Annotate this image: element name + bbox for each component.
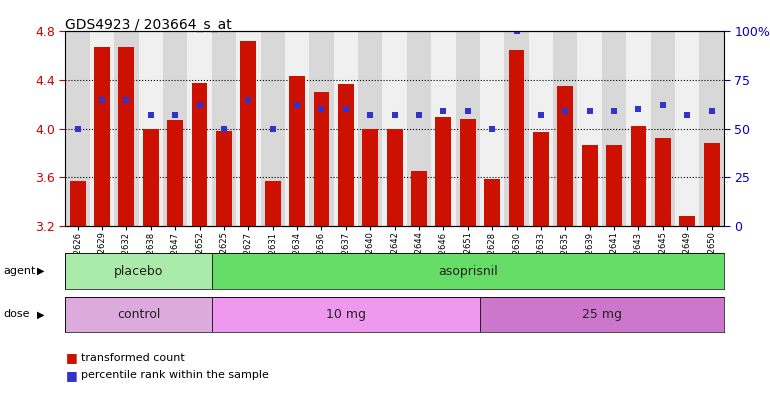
Text: ▶: ▶: [37, 266, 45, 276]
Bar: [313, 92, 330, 226]
Text: dose: dose: [4, 309, 30, 320]
Bar: [285, 31, 310, 226]
Bar: [192, 83, 207, 226]
Bar: [212, 31, 236, 226]
Bar: [626, 31, 651, 226]
Bar: [484, 178, 500, 226]
Bar: [480, 297, 724, 332]
Bar: [675, 31, 699, 226]
Bar: [509, 50, 524, 226]
Bar: [699, 31, 724, 226]
Bar: [265, 181, 280, 226]
Text: ■: ■: [65, 369, 77, 382]
Bar: [651, 31, 675, 226]
Bar: [533, 132, 549, 226]
Bar: [240, 41, 256, 226]
Bar: [387, 129, 403, 226]
Text: 25 mg: 25 mg: [582, 308, 622, 321]
Bar: [65, 31, 90, 226]
Bar: [212, 253, 724, 289]
Bar: [236, 31, 260, 226]
Bar: [407, 31, 431, 226]
Text: transformed count: transformed count: [81, 353, 185, 363]
Bar: [602, 31, 626, 226]
Bar: [578, 31, 602, 226]
Bar: [679, 216, 695, 226]
Bar: [70, 181, 85, 226]
Bar: [163, 31, 187, 226]
Text: 10 mg: 10 mg: [326, 308, 366, 321]
Text: percentile rank within the sample: percentile rank within the sample: [81, 370, 269, 380]
Bar: [504, 31, 529, 226]
Bar: [431, 31, 456, 226]
Text: control: control: [117, 308, 160, 321]
Bar: [606, 145, 622, 226]
Bar: [655, 138, 671, 226]
Text: asoprisnil: asoprisnil: [438, 264, 497, 278]
Bar: [333, 31, 358, 226]
Bar: [94, 47, 110, 226]
Bar: [529, 31, 553, 226]
Bar: [114, 31, 139, 226]
Text: GDS4923 / 203664_s_at: GDS4923 / 203664_s_at: [65, 18, 233, 32]
Bar: [363, 129, 378, 226]
Bar: [704, 143, 719, 226]
Bar: [553, 31, 578, 226]
Bar: [411, 171, 427, 226]
Bar: [582, 145, 598, 226]
Bar: [216, 131, 232, 226]
Bar: [436, 117, 451, 226]
Text: agent: agent: [4, 266, 36, 276]
Bar: [260, 31, 285, 226]
Bar: [460, 119, 476, 226]
Bar: [383, 31, 407, 226]
Bar: [631, 126, 646, 226]
Bar: [310, 31, 333, 226]
Bar: [65, 297, 212, 332]
Text: ▶: ▶: [37, 309, 45, 320]
Bar: [90, 31, 114, 226]
Bar: [143, 129, 159, 226]
Text: placebo: placebo: [114, 264, 163, 278]
Bar: [358, 31, 383, 226]
Bar: [65, 253, 212, 289]
Bar: [456, 31, 480, 226]
Bar: [119, 47, 134, 226]
Bar: [139, 31, 163, 226]
Text: ■: ■: [65, 351, 77, 364]
Bar: [167, 120, 183, 226]
Bar: [557, 86, 573, 226]
Bar: [212, 297, 480, 332]
Bar: [187, 31, 212, 226]
Bar: [338, 84, 353, 226]
Bar: [290, 76, 305, 226]
Bar: [480, 31, 504, 226]
